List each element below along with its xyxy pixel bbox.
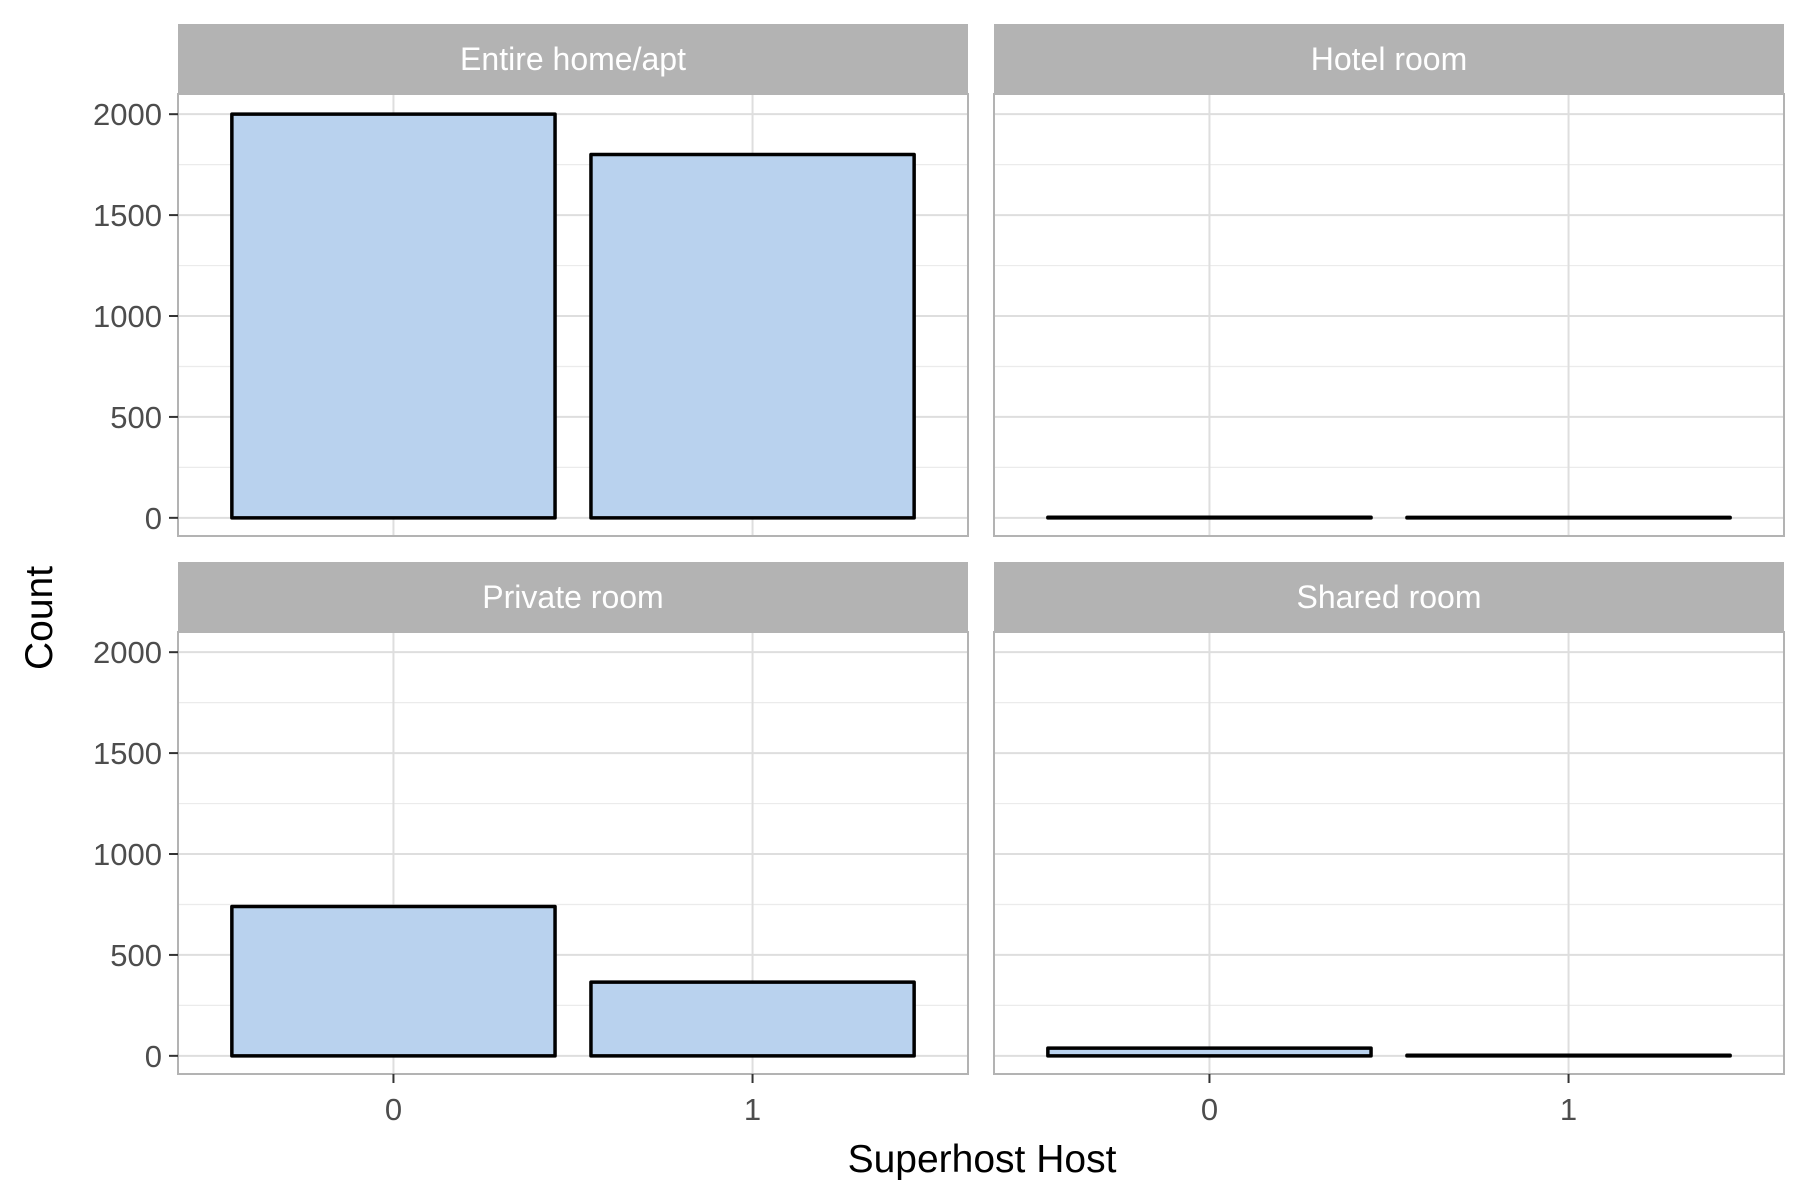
- panel-4-strip: [994, 562, 1784, 632]
- panel-2-bar-0: [1046, 515, 1373, 520]
- panel-1-strip-label: Entire home/apt: [460, 41, 686, 77]
- panel-1-bar-1: [589, 152, 916, 520]
- panel-3-strip-label: Private room: [482, 579, 663, 615]
- panel-4-bar-0: [1046, 1046, 1373, 1058]
- panel-3-bar-1: [589, 980, 916, 1058]
- panel-4-background: [994, 632, 1784, 1074]
- panel-2: Hotel room: [993, 24, 1785, 537]
- panel-1-y-tick-label: 0: [145, 501, 162, 536]
- panel-3-x-tick-label: 0: [385, 1092, 402, 1127]
- panel-1-bar-0: [230, 112, 557, 520]
- panel-1-y-tick-label: 500: [110, 400, 162, 435]
- panel-4-x-tick-label: 1: [1560, 1092, 1577, 1127]
- panel-3-y-tick-label: 1500: [93, 736, 162, 771]
- panel-1-y-tick-label: 1000: [93, 299, 162, 334]
- panel-3-bar-0: [230, 904, 557, 1058]
- panel-1-strip: [178, 24, 968, 94]
- panel-3-y-tick-label: 0: [145, 1039, 162, 1074]
- panel-3-x-tick-label: 1: [744, 1092, 761, 1127]
- panel-3-y-tick-label: 2000: [93, 635, 162, 670]
- panel-2-strip: [994, 24, 1784, 94]
- y-axis-title: Count: [18, 566, 61, 670]
- panel-1: Entire home/apt 0 500 1000 1500 2000: [93, 24, 969, 537]
- x-axis-title: Superhost Host: [848, 1138, 1117, 1181]
- panel-4-bar-1: [1405, 1053, 1732, 1058]
- panel-2-strip-label: Hotel room: [1311, 41, 1468, 77]
- panel-2-bar-1: [1405, 515, 1732, 520]
- panel-4-x-tick-label: 0: [1201, 1092, 1218, 1127]
- panel-1-y-tick-label: 2000: [93, 97, 162, 132]
- panel-2-background: [994, 94, 1784, 536]
- panel-4: Shared room 0 1: [993, 562, 1785, 1127]
- panel-3-y-tick-label: 1000: [93, 837, 162, 872]
- panel-3-strip: [178, 562, 968, 632]
- panel-1-y-tick-label: 1500: [93, 198, 162, 233]
- panel-4-strip-label: Shared room: [1297, 579, 1482, 615]
- panel-3: Private room 0 500 1000 1500 2000 0 1: [93, 562, 969, 1127]
- panel-3-y-tick-label: 500: [110, 938, 162, 973]
